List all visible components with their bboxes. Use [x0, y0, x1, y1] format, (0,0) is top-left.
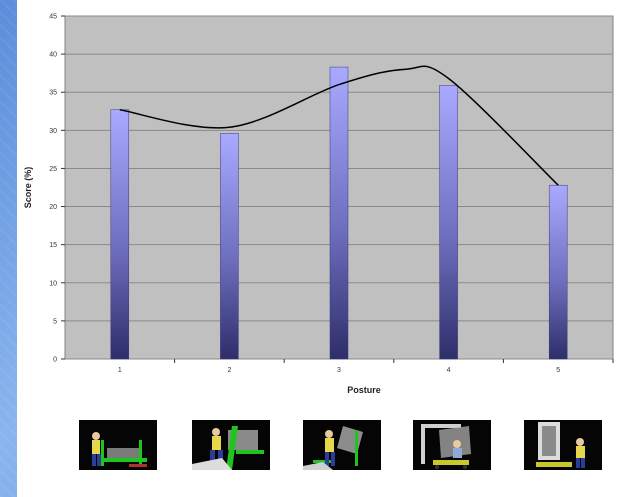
y-tick-label-40: 40 — [49, 52, 57, 59]
y-axis-ticks: 0 5 10 15 20 25 30 35 40 45 — [49, 14, 65, 364]
x-tick-label-5: 5 — [556, 367, 560, 374]
x-tick-label-4: 4 — [447, 367, 451, 374]
y-tick-label-35: 35 — [49, 90, 57, 97]
trend-curve — [119, 65, 559, 186]
bar-posture-4 — [439, 85, 458, 360]
x-tick-label-3: 3 — [337, 367, 341, 374]
bar-posture-1 — [110, 109, 130, 360]
x-axis-ticks: 1 2 3 4 5 — [118, 359, 614, 374]
x-tick-label-1: 1 — [118, 367, 122, 374]
posture-1-image — [79, 420, 157, 470]
x-tick-label-2: 2 — [227, 367, 231, 374]
x-axis-label: Posture — [347, 385, 381, 395]
y-tick-label-0: 0 — [53, 357, 57, 364]
bar-posture-3 — [329, 66, 349, 360]
bar-posture-2 — [220, 133, 239, 360]
posture-1-figure-icon — [79, 420, 157, 470]
posture-5-image — [524, 420, 602, 470]
y-tick-label-15: 15 — [49, 242, 57, 249]
y-tick-label-10: 10 — [49, 280, 57, 287]
posture-3-image — [303, 420, 381, 470]
y-tick-label-25: 25 — [49, 166, 57, 173]
posture-2-figure-icon — [192, 420, 270, 470]
posture-3-figure-icon — [303, 420, 381, 470]
posture-4-image — [413, 420, 491, 470]
y-tick-label-20: 20 — [49, 204, 57, 211]
y-tick-label-30: 30 — [49, 128, 57, 135]
y-axis-label: Score (%) — [23, 167, 33, 209]
bars — [110, 66, 568, 360]
y-tick-label-45: 45 — [49, 14, 57, 21]
bar-posture-5 — [548, 184, 568, 360]
posture-4-figure-icon — [413, 420, 491, 470]
y-tick-label-5: 5 — [53, 318, 57, 325]
posture-2-image — [192, 420, 270, 470]
posture-5-figure-icon — [524, 420, 602, 470]
